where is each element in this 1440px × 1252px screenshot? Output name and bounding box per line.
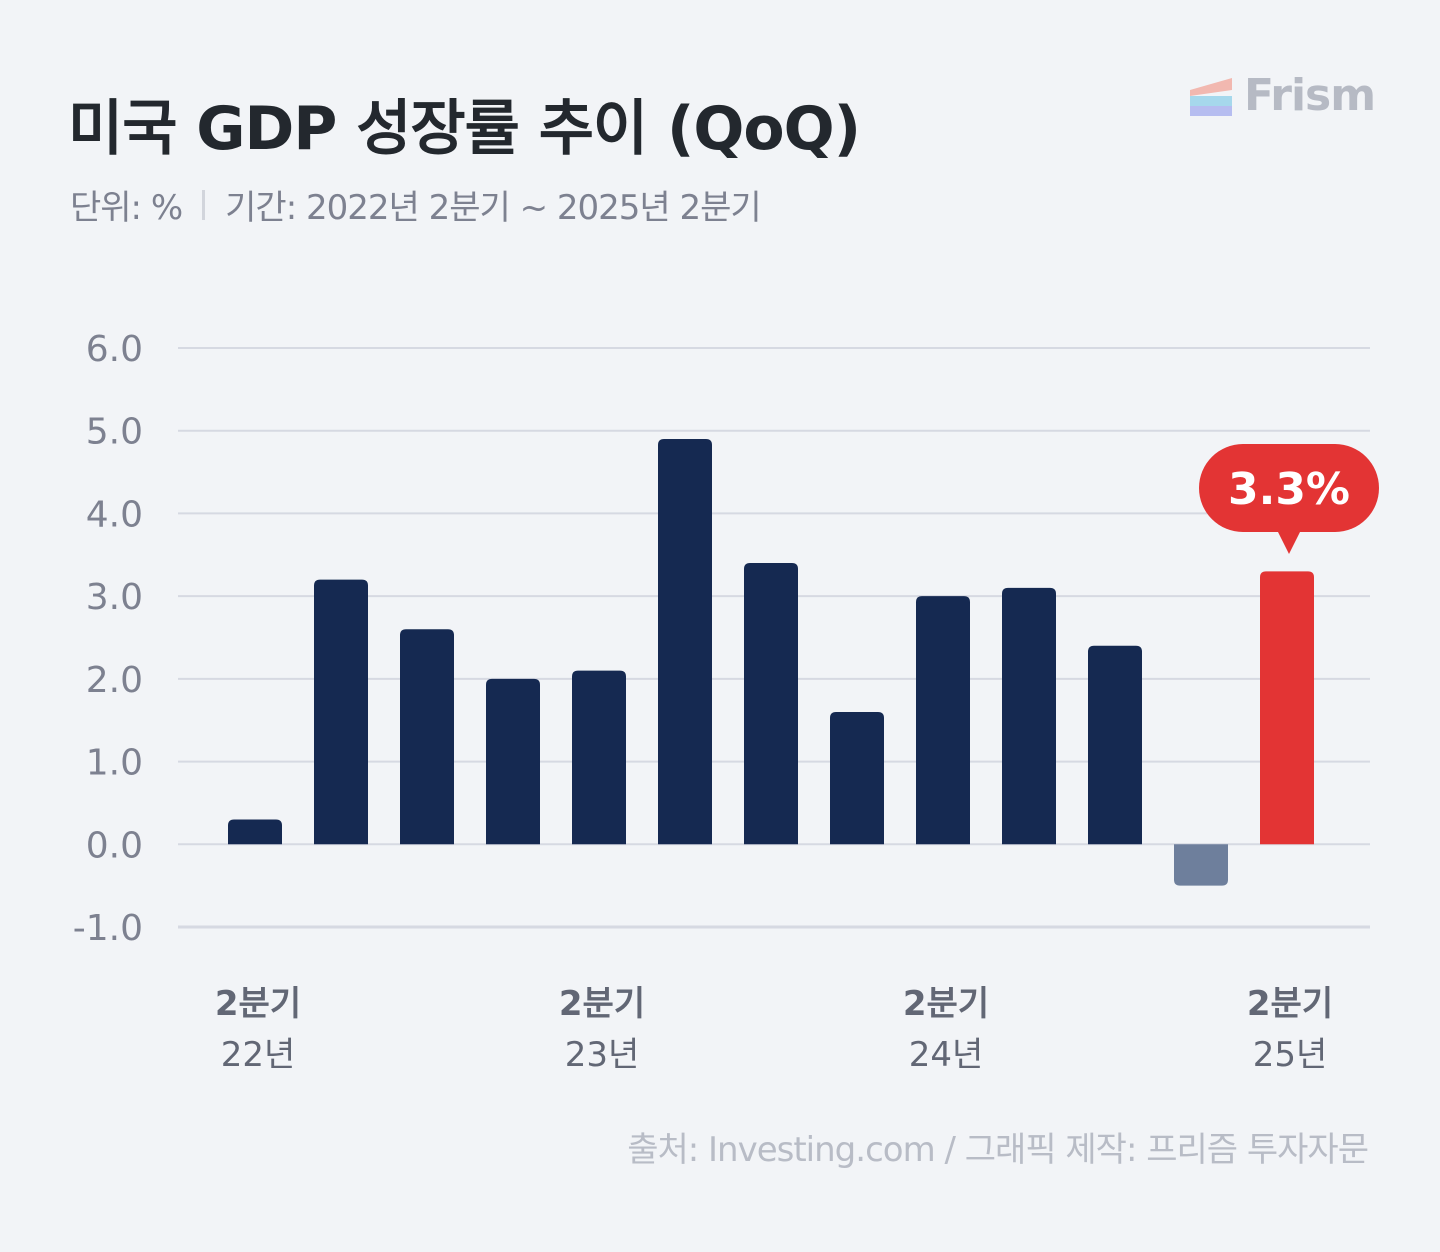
y-axis-ticks: 6.0 5.0 4.0 3.0 2.0 1.0 0.0 -1.0	[73, 329, 143, 949]
y-tick-label: 3.0	[86, 577, 143, 618]
bar	[314, 579, 368, 845]
bar	[830, 711, 884, 845]
bar	[1002, 587, 1056, 845]
callout-bubble	[1199, 444, 1379, 532]
unit-label: 단위: %	[70, 188, 183, 228]
y-tick-label: -1.0	[73, 908, 143, 949]
bars	[228, 438, 1314, 886]
bar-highlight	[1260, 571, 1314, 845]
y-tick-label: 4.0	[86, 494, 143, 535]
bar	[572, 670, 626, 845]
x-tick-year: 22년	[221, 1035, 296, 1075]
x-tick-year: 25년	[1253, 1035, 1328, 1075]
y-tick-label: 2.0	[86, 660, 143, 701]
logo-stripe-middle	[1190, 95, 1232, 106]
x-tick-quarter: 2분기	[1247, 984, 1333, 1024]
x-tick-quarter: 2분기	[215, 984, 301, 1024]
bar	[744, 563, 798, 845]
x-tick-quarter: 2분기	[559, 984, 645, 1024]
divider	[202, 189, 206, 220]
bar	[400, 629, 454, 845]
bar	[228, 819, 282, 845]
logo-stripe-top	[1190, 77, 1232, 96]
chart-subtitle: 단위: % 기간: 2022년 2분기 ~ 2025년 2분기	[70, 180, 762, 229]
logo-stripe-bottom	[1190, 105, 1232, 116]
bar	[916, 596, 970, 845]
bar	[1088, 645, 1142, 845]
frism-stripes-icon	[1190, 77, 1232, 116]
logo-text: Frism	[1244, 70, 1376, 121]
y-tick-label: 0.0	[86, 825, 143, 866]
x-tick-year: 23년	[565, 1035, 640, 1075]
y-tick-label: 1.0	[86, 743, 143, 784]
callout-value: 3.3%	[1228, 464, 1350, 515]
y-tick-label: 5.0	[86, 412, 143, 453]
callout-pointer	[1277, 530, 1301, 554]
bar	[658, 438, 712, 845]
x-tick-quarter: 2분기	[903, 984, 989, 1024]
gridlines	[178, 347, 1370, 929]
chart-title: 미국 GDP 성장률 추이 (QoQ)	[68, 94, 861, 164]
x-axis-ticks: 2분기 22년 2분기 23년 2분기 24년 2분기 25년	[215, 984, 1333, 1075]
brand-logo: Frism	[1190, 70, 1376, 121]
x-tick-year: 24년	[909, 1035, 984, 1075]
source-credit: 출처: Investing.com / 그래픽 제작: 프리즘 투자자문	[627, 1130, 1369, 1170]
y-tick-label: 6.0	[86, 329, 143, 370]
bar	[486, 678, 540, 845]
bar	[1174, 844, 1228, 886]
annotation: 3.3%	[1199, 444, 1379, 554]
period-label: 기간: 2022년 2분기 ~ 2025년 2분기	[225, 188, 762, 228]
